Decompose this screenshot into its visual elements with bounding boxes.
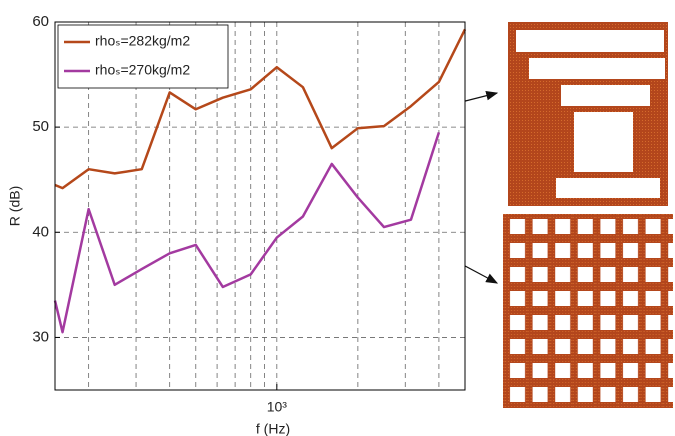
plot-area: 30 40 50 60 10³ rhoₛ=282kg/m2 rhoₛ=270kg/m2 <box>32 13 465 415</box>
y-tick-label: 40 <box>32 223 49 240</box>
legend-label: rhoₛ=270kg/m2 <box>95 62 190 78</box>
y-tick-label: 60 <box>32 13 49 30</box>
legend-label: rhoₛ=282kg/m2 <box>95 33 190 49</box>
x-tick-label: 10³ <box>267 399 288 415</box>
structure-image-2 <box>503 214 673 408</box>
y-tick-label: 30 <box>32 328 49 345</box>
structure-image-1 <box>508 22 668 206</box>
x-axis-label: f (Hz) <box>256 421 290 436</box>
chart: 30 40 50 60 10³ rhoₛ=282kg/m2 rhoₛ=270kg/m2 f … <box>0 0 675 436</box>
y-axis-label: R (dB) <box>7 186 23 226</box>
y-tick-label: 50 <box>32 118 49 135</box>
